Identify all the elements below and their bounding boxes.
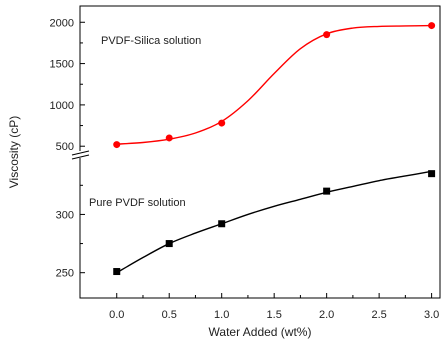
y-tick-label: 1500 [50, 59, 74, 71]
x-tick-label: 2.0 [319, 309, 334, 321]
data-point-pvdf-silica-solution [113, 141, 121, 149]
y-tick-label: 1000 [50, 100, 74, 112]
data-point-pure-pvdf-solution [165, 240, 173, 248]
x-tick-label: 0.5 [162, 309, 177, 321]
x-tick-label: 2.5 [371, 309, 386, 321]
data-point-pure-pvdf-solution [428, 170, 436, 178]
x-tick-label: 0.0 [109, 309, 124, 321]
data-point-pure-pvdf-solution [218, 220, 226, 228]
data-point-pure-pvdf-solution [323, 187, 331, 195]
y-tick-label: 500 [56, 141, 74, 153]
x-axis-title: Water Added (wt%) [209, 325, 312, 339]
data-point-pure-pvdf-solution [113, 268, 121, 276]
x-tick-label: 3.0 [424, 309, 439, 321]
data-point-pvdf-silica-solution [323, 31, 331, 39]
y-axis-title: Viscosity (cP) [7, 116, 21, 188]
data-point-pvdf-silica-solution [165, 134, 173, 142]
annotation-pure-pvdf: Pure PVDF solution [89, 197, 186, 209]
plot-frame [79, 5, 441, 299]
y-tick-label: 300 [56, 209, 74, 221]
annotation-pvdf-silica: PVDF-Silica solution [101, 35, 201, 47]
x-tick-label: 1.0 [214, 309, 229, 321]
y-tick-label: 250 [56, 268, 74, 280]
data-point-pvdf-silica-solution [218, 119, 226, 127]
axis-break-mark [71, 150, 90, 160]
x-tick-label: 1.5 [267, 309, 282, 321]
data-point-pvdf-silica-solution [428, 22, 436, 30]
y-tick-label: 2000 [50, 17, 74, 29]
series-line-pure-pvdf-solution [116, 170, 432, 274]
